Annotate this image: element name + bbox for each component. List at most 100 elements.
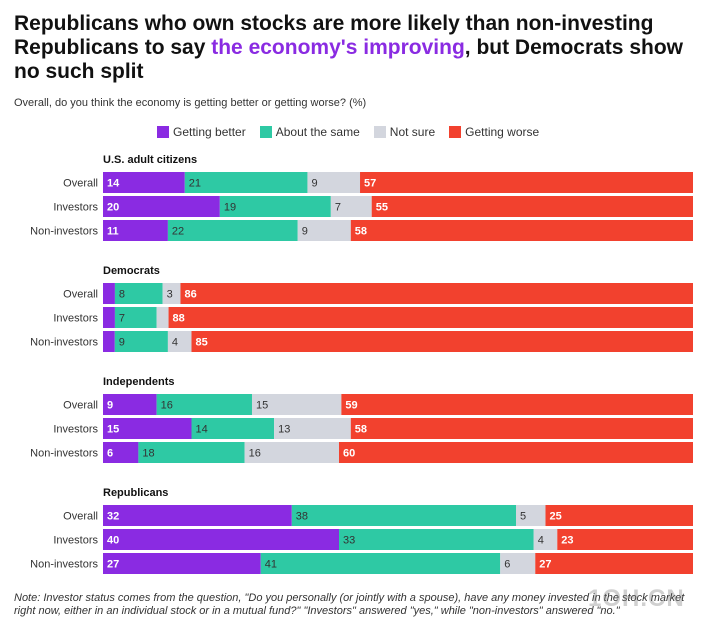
bar-segment-about-the-same — [339, 529, 534, 550]
data-label: 16 — [161, 400, 173, 412]
bar-segment-not-sure — [167, 331, 192, 352]
group-label: Republicans — [103, 487, 168, 499]
bar-segment-not-sure — [330, 196, 372, 217]
bar-segment-getting-worse — [545, 505, 693, 526]
row-label: Overall — [63, 511, 98, 523]
title-part-1: Republicans who own stocks are more like… — [14, 12, 654, 59]
row-label: Overall — [63, 178, 98, 190]
bar-segment-not-sure — [307, 172, 361, 193]
bar-segment-about-the-same — [219, 196, 331, 217]
bar-segment-getting-better — [103, 529, 339, 550]
data-label: 14 — [107, 178, 120, 190]
data-label: 21 — [189, 178, 201, 190]
bar-segment-not-sure — [274, 418, 351, 439]
data-label: 27 — [107, 559, 119, 571]
row-label: Non-investors — [30, 448, 98, 460]
row-label: Overall — [63, 400, 98, 412]
bar-segment-getting-worse — [180, 283, 694, 304]
bar-segment-about-the-same — [138, 442, 245, 463]
bar-segment-about-the-same — [260, 553, 501, 574]
title-part-2: , but Democrats show no such split — [14, 36, 683, 83]
data-label: 32 — [107, 511, 119, 523]
data-label: 9 — [107, 400, 113, 412]
data-label: 38 — [296, 511, 308, 523]
watermark: 1OH.CN — [588, 585, 685, 612]
data-label: 4 — [538, 535, 544, 547]
data-label: 9 — [311, 178, 317, 190]
legend-item-getting-better: Getting better — [157, 125, 246, 139]
data-label: 58 — [355, 226, 367, 238]
legend-label: Getting better — [173, 125, 246, 139]
bar-segment-about-the-same — [191, 418, 275, 439]
data-label: 13 — [278, 424, 290, 436]
data-label: 6 — [107, 448, 113, 460]
data-label: 40 — [107, 535, 119, 547]
bar-segment-getting-worse — [339, 442, 693, 463]
title-highlight: the economy's improving — [211, 36, 465, 59]
chart-title: Republicans who own stocks are more like… — [14, 12, 694, 84]
data-label: 88 — [173, 313, 185, 325]
row-label: Non-investors — [30, 337, 98, 349]
data-label: 41 — [265, 559, 277, 571]
bar-segment-getting-better — [103, 172, 185, 193]
bar-segment-getting-better — [103, 196, 220, 217]
legend-swatch — [157, 126, 169, 138]
bar-segment-getting-worse — [168, 307, 694, 328]
bar-segment-getting-better — [103, 283, 115, 304]
bar-segment-not-sure — [162, 283, 181, 304]
data-label: 6 — [504, 559, 510, 571]
bar-segment-getting-worse — [341, 394, 693, 415]
legend-label: Getting worse — [465, 125, 540, 139]
legend-item-getting-worse: Getting worse — [449, 125, 539, 139]
bar-segment-getting-worse — [371, 196, 693, 217]
legend-swatch — [449, 126, 462, 138]
data-label: 19 — [224, 202, 236, 214]
data-label: 16 — [249, 448, 261, 460]
legend-swatch — [373, 126, 386, 138]
group-label: U.S. adult citizens — [103, 154, 197, 166]
data-label: 3 — [167, 289, 173, 301]
row-label: Investors — [53, 202, 98, 214]
bar-segment-getting-better — [103, 307, 115, 328]
legend-swatch — [259, 126, 272, 138]
group-label: Independents — [103, 376, 175, 388]
bar-segment-getting-worse — [191, 331, 693, 352]
data-label: 33 — [343, 535, 355, 547]
data-label: 59 — [345, 400, 357, 412]
data-label: 27 — [539, 559, 551, 571]
bar-segment-getting-worse — [557, 529, 693, 550]
bar-segment-about-the-same — [291, 505, 516, 526]
bar-segment-not-sure — [251, 394, 342, 415]
bar-segment-getting-better — [103, 553, 261, 574]
footnote: Note: Investor status comes from the que… — [14, 592, 685, 617]
bar-segment-getting-better — [103, 505, 292, 526]
data-label: 8 — [119, 289, 125, 301]
bar-segment-about-the-same — [114, 331, 168, 352]
data-label: 15 — [107, 424, 119, 436]
data-label: 85 — [196, 337, 208, 349]
bar-segment-getting-better — [103, 220, 168, 241]
group-label: Democrats — [103, 265, 160, 277]
data-label: 25 — [550, 511, 562, 523]
bar-segment-getting-better — [103, 331, 115, 352]
legend: Getting better About the same Not sure G… — [157, 125, 539, 139]
bar-segment-about-the-same — [167, 220, 298, 241]
bar-segment-getting-worse — [535, 553, 693, 574]
row-label: Investors — [53, 313, 98, 325]
bar-segment-about-the-same — [184, 172, 308, 193]
bar-segment-not-sure — [244, 442, 339, 463]
data-label: 5 — [520, 511, 526, 523]
bar-segment-getting-better — [103, 442, 139, 463]
bar-segment-not-sure — [516, 505, 546, 526]
data-label: 20 — [107, 202, 119, 214]
bar-segment-not-sure — [500, 553, 536, 574]
data-label: 9 — [119, 337, 125, 349]
data-label: 55 — [376, 202, 388, 214]
legend-item-about-the-same: About the same — [259, 125, 360, 139]
row-label: Investors — [53, 535, 98, 547]
legend-label: Not sure — [389, 125, 436, 139]
bar-segment-not-sure — [533, 529, 558, 550]
bar-segment-getting-better — [103, 418, 192, 439]
bar-segment-getting-better — [103, 394, 157, 415]
